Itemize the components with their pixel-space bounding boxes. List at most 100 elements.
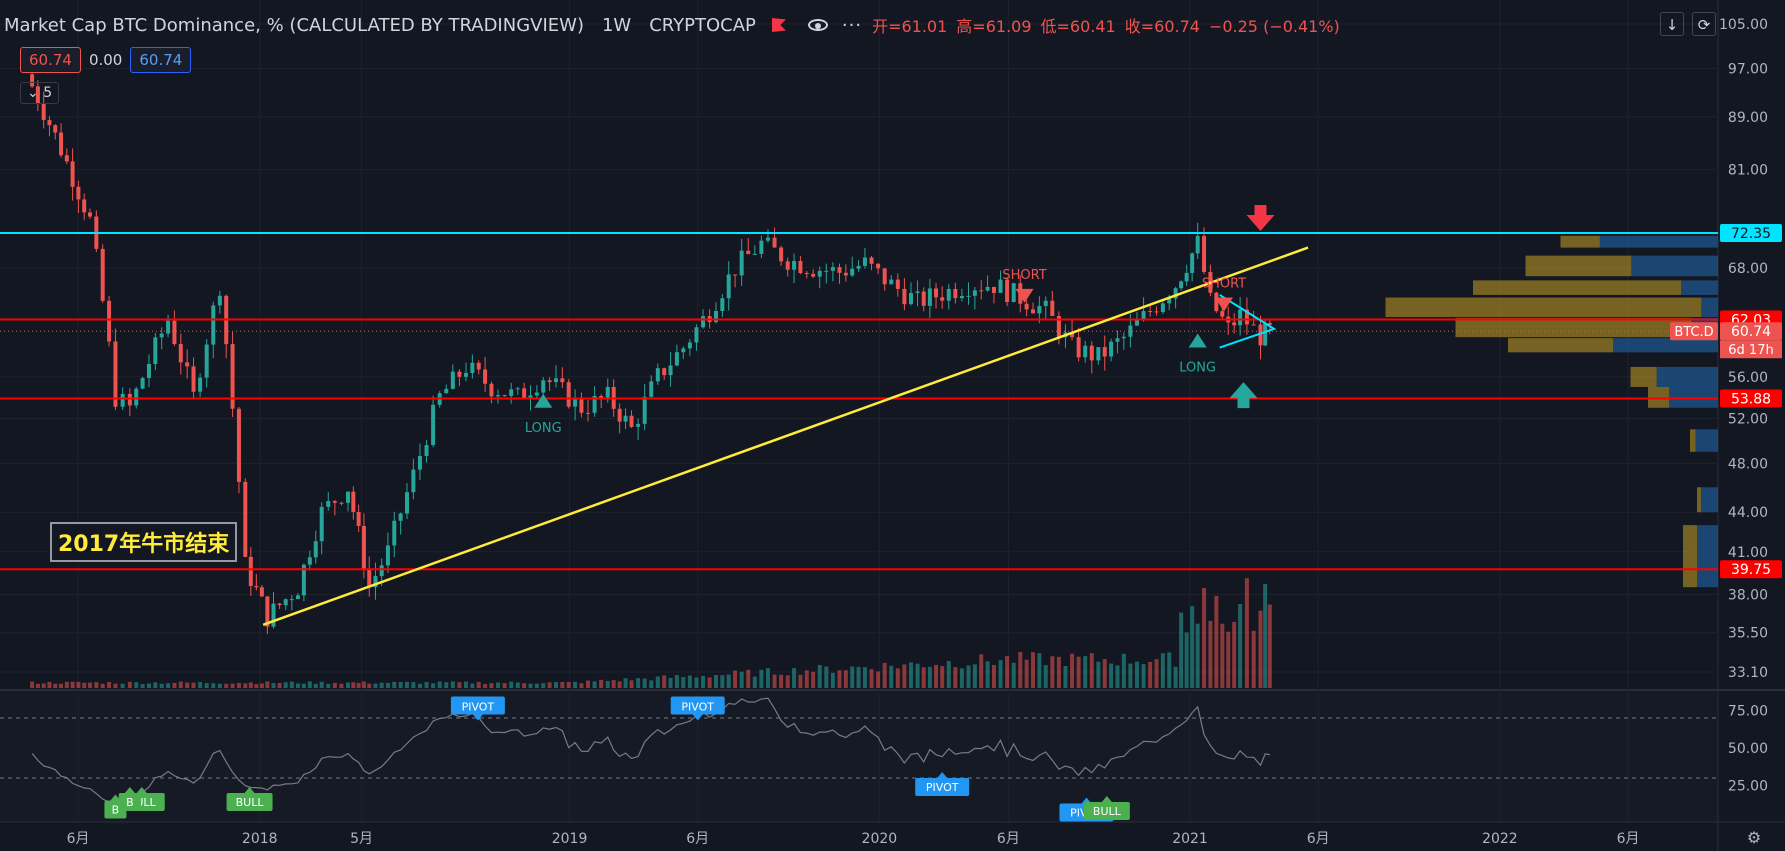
candle-body bbox=[701, 316, 706, 328]
interval-label[interactable]: 1W bbox=[601, 14, 632, 36]
volume-bar bbox=[332, 682, 337, 688]
price-tick-label: 68.00 bbox=[1728, 261, 1768, 277]
volume-bar bbox=[470, 683, 475, 688]
volume-bar bbox=[1148, 661, 1153, 688]
tag-bg bbox=[226, 793, 273, 811]
volume-bar bbox=[830, 672, 835, 688]
candle-body bbox=[895, 279, 900, 289]
volume-bar bbox=[178, 681, 183, 688]
volume-bar bbox=[655, 676, 660, 688]
indicators-collapse-button[interactable]: ⌄ 5 bbox=[20, 82, 60, 104]
eye-icon[interactable] bbox=[807, 19, 828, 31]
candle-body bbox=[259, 587, 264, 597]
volume-bar bbox=[882, 662, 887, 688]
volume-bar bbox=[811, 671, 816, 688]
pivot-tag: PIVOT bbox=[915, 772, 970, 796]
volume-bar bbox=[1115, 665, 1120, 688]
volume-bar bbox=[41, 683, 46, 688]
flag-icon[interactable] bbox=[771, 18, 786, 32]
volume-bar bbox=[541, 683, 546, 688]
candle-body bbox=[1167, 298, 1172, 304]
symbol-title[interactable]: Market Cap BTC Dominance, % (CALCULATED … bbox=[4, 14, 584, 36]
candle-body bbox=[248, 556, 253, 586]
volume-bar bbox=[617, 681, 622, 688]
volume-bar bbox=[1024, 659, 1029, 688]
candle-body bbox=[283, 599, 288, 606]
candle-body bbox=[444, 388, 449, 394]
volume-bar bbox=[346, 682, 351, 688]
tag-text: B bbox=[112, 804, 120, 817]
sell-price-badge[interactable]: 60.74 bbox=[20, 47, 81, 73]
candle-body bbox=[1109, 341, 1114, 357]
download-icon[interactable]: ↓ bbox=[1660, 12, 1684, 36]
volume-bar bbox=[579, 683, 584, 688]
candle-body bbox=[617, 408, 622, 422]
volume-bar bbox=[76, 681, 81, 688]
price-tick-label: 97.00 bbox=[1728, 61, 1768, 77]
volume-bar bbox=[547, 682, 552, 688]
tag-bg bbox=[118, 793, 141, 811]
volume-bar bbox=[649, 680, 654, 688]
candle-body bbox=[713, 310, 718, 323]
volume-bar bbox=[1190, 606, 1195, 688]
volume-bar bbox=[850, 666, 855, 688]
volume-bar bbox=[817, 665, 822, 688]
volume-bar bbox=[1232, 621, 1237, 688]
candle-body bbox=[1263, 322, 1268, 346]
candle-body bbox=[959, 296, 964, 299]
volume-bar bbox=[265, 681, 270, 688]
volume-bar bbox=[1214, 595, 1219, 688]
candle-body bbox=[850, 268, 855, 276]
volume-bar bbox=[259, 683, 264, 688]
buy-price-badge[interactable]: 60.74 bbox=[130, 47, 192, 73]
price-tick-label: 35.50 bbox=[1728, 626, 1768, 642]
candle-body bbox=[373, 576, 378, 588]
time-tick-label: 2020 bbox=[862, 831, 898, 847]
volume-bar bbox=[895, 668, 900, 688]
refresh-icon[interactable]: ⟳ bbox=[1692, 12, 1716, 36]
volume-bar bbox=[127, 681, 132, 688]
pivot-tag: PIVOT bbox=[450, 696, 505, 721]
bull-tag: BULL bbox=[226, 787, 273, 811]
candle-body bbox=[824, 270, 829, 272]
candle-body bbox=[655, 368, 660, 382]
volume-bar bbox=[64, 681, 69, 688]
candle-body bbox=[811, 273, 816, 277]
volume-bar bbox=[289, 681, 294, 688]
candle-body bbox=[1115, 338, 1120, 342]
candle-body bbox=[579, 397, 584, 413]
candle-body bbox=[1251, 324, 1256, 326]
candle-body bbox=[649, 381, 654, 397]
candle-body bbox=[1154, 311, 1159, 313]
volume-group bbox=[30, 578, 1272, 688]
volume-bar bbox=[411, 682, 416, 688]
long-marker-icon bbox=[534, 393, 553, 408]
ohlc-close: 收=60.74 bbox=[1124, 17, 1200, 36]
volume-bar bbox=[837, 670, 842, 688]
more-dots-icon[interactable]: ··· bbox=[841, 14, 863, 36]
candle-body bbox=[979, 290, 984, 292]
volume-bar bbox=[662, 675, 667, 688]
candle-body bbox=[843, 272, 848, 276]
candle-body bbox=[64, 155, 69, 162]
volume-bar bbox=[713, 674, 718, 688]
candle-body bbox=[59, 132, 64, 156]
volume-bar bbox=[146, 683, 151, 688]
candle-body bbox=[483, 369, 488, 384]
price-tick-label: 48.00 bbox=[1728, 456, 1768, 472]
volume-bar bbox=[862, 667, 867, 688]
volume-bar bbox=[30, 681, 35, 688]
candle-body bbox=[1141, 311, 1146, 321]
candle-body bbox=[1160, 303, 1165, 313]
volume-bar bbox=[191, 682, 196, 688]
oscillator-tick-label: 25.00 bbox=[1728, 779, 1768, 795]
candle-body bbox=[966, 295, 971, 297]
price-label-text: 39.75 bbox=[1731, 562, 1771, 578]
candle-body bbox=[463, 372, 468, 377]
volume-bar bbox=[623, 678, 628, 688]
volume-profile-bar bbox=[1599, 235, 1718, 248]
candle-body bbox=[636, 423, 641, 427]
volume-profile-bar bbox=[1695, 429, 1718, 452]
candle-body bbox=[87, 212, 92, 217]
